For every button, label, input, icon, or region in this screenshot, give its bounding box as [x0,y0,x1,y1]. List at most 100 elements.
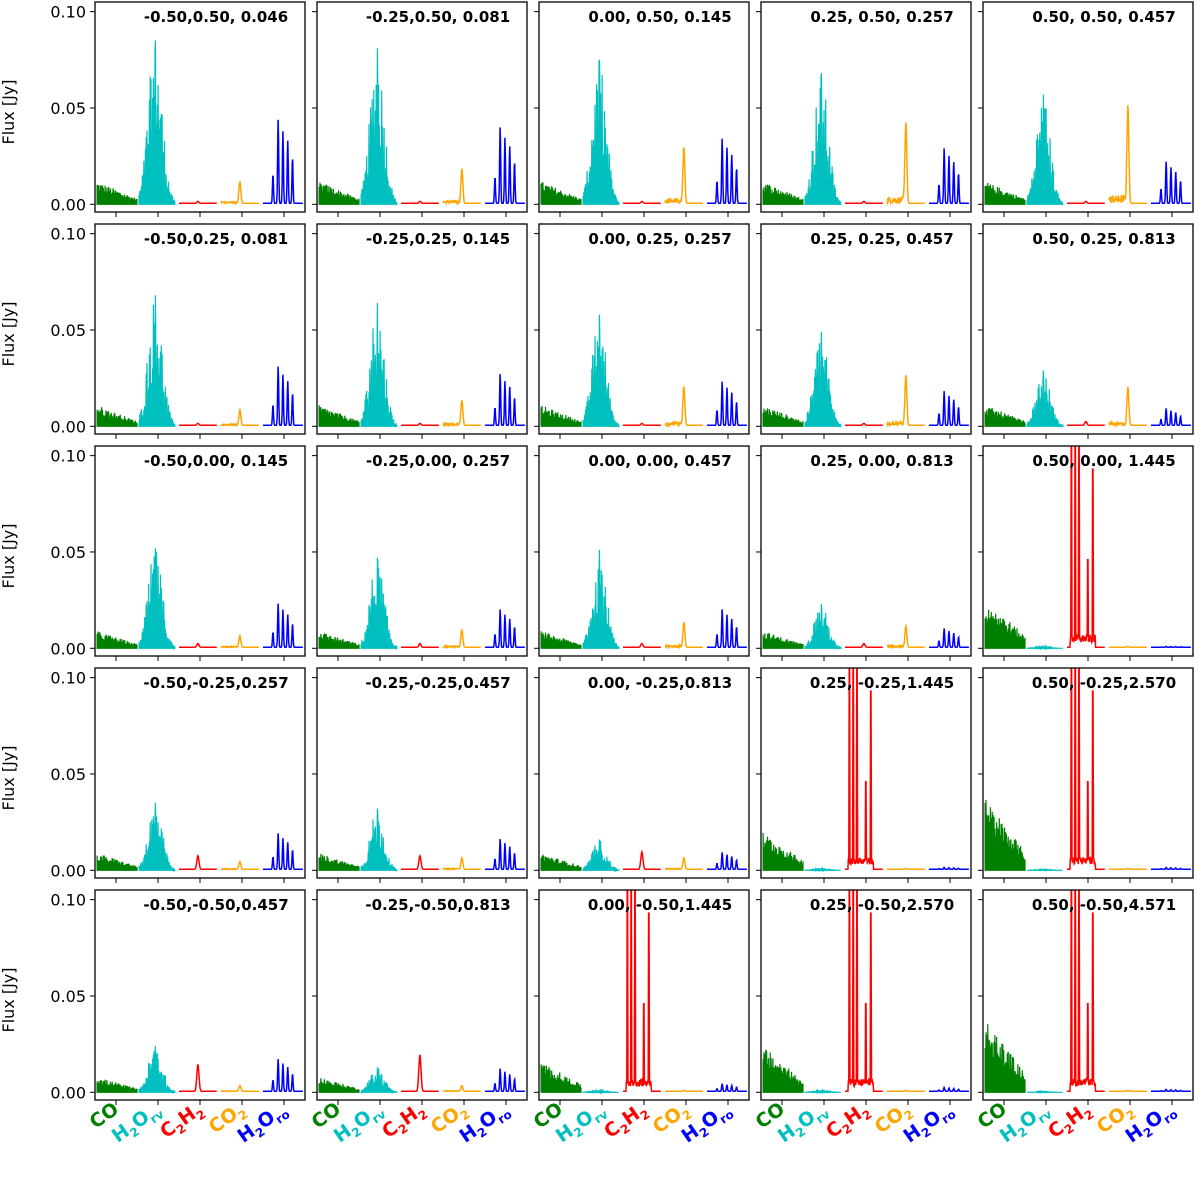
series-line-co [984,407,1026,427]
series-line-h2oro [485,374,525,427]
y-tick-label: 0.05 [50,765,86,784]
series-line-h2orv [804,866,841,873]
series-group [762,890,969,1095]
panel: 0.25, -0.50,2.570 [756,889,972,1105]
series-line-h2oro [263,366,303,427]
series-group [318,808,525,872]
series-line-co [540,182,582,205]
series-group [318,1054,525,1095]
series-line-c2h2 [401,642,439,649]
series-line-co2 [1109,1089,1147,1093]
y-tick-label: 0.10 [50,669,86,688]
series-line-co [318,1078,360,1093]
panel-title: -0.50,0.25, 0.081 [144,230,288,248]
series-line-co [762,184,804,205]
series-group [762,331,969,428]
series-line-h2oro [707,138,747,205]
series-line-h2oro [1151,161,1191,205]
panel: 0.50, 0.25, 0.813 [978,223,1194,439]
series-line-h2orv [804,331,842,428]
panel: 0.50, -0.25,2.570 [978,667,1194,883]
panel-title: 0.25, 0.25, 0.457 [810,230,953,248]
series-line-c2h2 [179,200,217,205]
y-axis-label: Flux [Jy] [0,967,18,1032]
series-line-c2h2 [179,853,217,871]
y-axis-label: Flux [Jy] [0,79,18,144]
series-line-co [318,405,360,427]
series-line-c2h2 [401,422,439,427]
panel-title: 0.25, 0.00, 0.813 [810,452,953,470]
panel-frame [316,667,528,879]
series-line-co [984,799,1026,871]
panel: -0.25,0.00, 0.257 [312,445,528,661]
series-group [984,446,1191,651]
molecule-label-c2h2: C2H2 [600,1098,652,1145]
series-line-h2oro [929,866,969,871]
series-line-h2oro [485,838,525,871]
series-line-c2h2 [179,1064,217,1093]
series-line-h2orv [138,802,176,873]
panel-title: -0.25,0.50, 0.081 [366,8,510,26]
y-axis-label: Flux [Jy] [0,301,18,366]
molecule-label-c2h2: C2H2 [1044,1098,1096,1145]
molecule-label-h2oro: H2Oro [456,1098,515,1150]
panel-title: 0.00, 0.00, 0.457 [588,452,731,470]
series-line-co2 [1109,645,1147,649]
series-line-h2orv [360,302,398,427]
series-line-h2oro [263,603,303,649]
series-line-h2oro [485,1068,525,1093]
panel-title: 0.00, 0.25, 0.257 [588,230,731,248]
series-line-h2orv [1027,868,1063,872]
series-line-h2oro [1151,408,1191,427]
y-tick-label: 0.10 [50,225,86,244]
panel-title: 0.50, 0.00, 1.445 [1032,452,1175,470]
series-line-co2 [221,1084,259,1093]
series-line-h2oro [1151,866,1191,871]
molecule-label-c2h2: C2H2 [822,1098,874,1145]
panel-title: 0.50, -0.25,2.570 [1032,674,1176,692]
y-tick-label: 0.05 [50,99,86,118]
y-tick-label: 0.05 [50,321,86,340]
panel-frame [94,889,306,1101]
series-line-co2 [220,179,259,206]
panel-title: -0.25,-0.25,0.457 [365,674,510,692]
panel-title: 0.50, 0.50, 0.457 [1032,8,1175,26]
series-group [984,370,1191,428]
panel: 0.25, 0.00, 0.813 [756,445,972,661]
series-line-co2 [1108,105,1147,205]
series-line-co2 [886,623,925,650]
series-group [762,73,969,206]
panel-frame [94,223,306,435]
panel: 0.25, -0.25,1.445 [756,667,972,883]
series-line-co [540,405,582,427]
series-line-c2h2 [623,422,661,427]
series-line-co2 [887,867,925,871]
panel-frame [760,1,972,213]
molecule-label-h2oro: H2Oro [678,1098,737,1150]
panel-frame [94,445,306,657]
series-line-h2orv [1027,1089,1063,1094]
panel-title: 0.25, -0.25,1.445 [810,674,954,692]
series-line-co2 [442,855,481,871]
series-line-h2orv [138,295,176,428]
y-tick-label: 0.00 [50,195,86,214]
series-line-h2oro [263,119,303,205]
panel: 0.00, -0.25,0.813 [534,667,750,883]
series-line-co2 [664,856,703,871]
panel-title: 0.00, -0.50,1.445 [588,896,732,914]
series-group [540,839,747,873]
series-line-h2orv [360,557,398,651]
y-tick-label: 0.10 [50,447,86,466]
series-line-co2 [886,122,925,206]
panel: 0.00 0.05 0.10 -0.50,0.25, 0.081 [50,223,306,439]
series-line-c2h2 [845,668,883,871]
series-line-co2 [887,1089,925,1093]
panel: 0.00 0.05 0.10 -0.50,-0.50,0.457 [50,889,306,1105]
series-line-co [984,1024,1026,1093]
panel-title: -0.25,0.00, 0.257 [366,452,510,470]
panel: 0.50, 0.50, 0.457 [978,1,1194,217]
series-group [96,548,303,651]
series-group [540,59,747,205]
series-line-co2 [1108,386,1147,428]
series-line-co [540,631,582,649]
